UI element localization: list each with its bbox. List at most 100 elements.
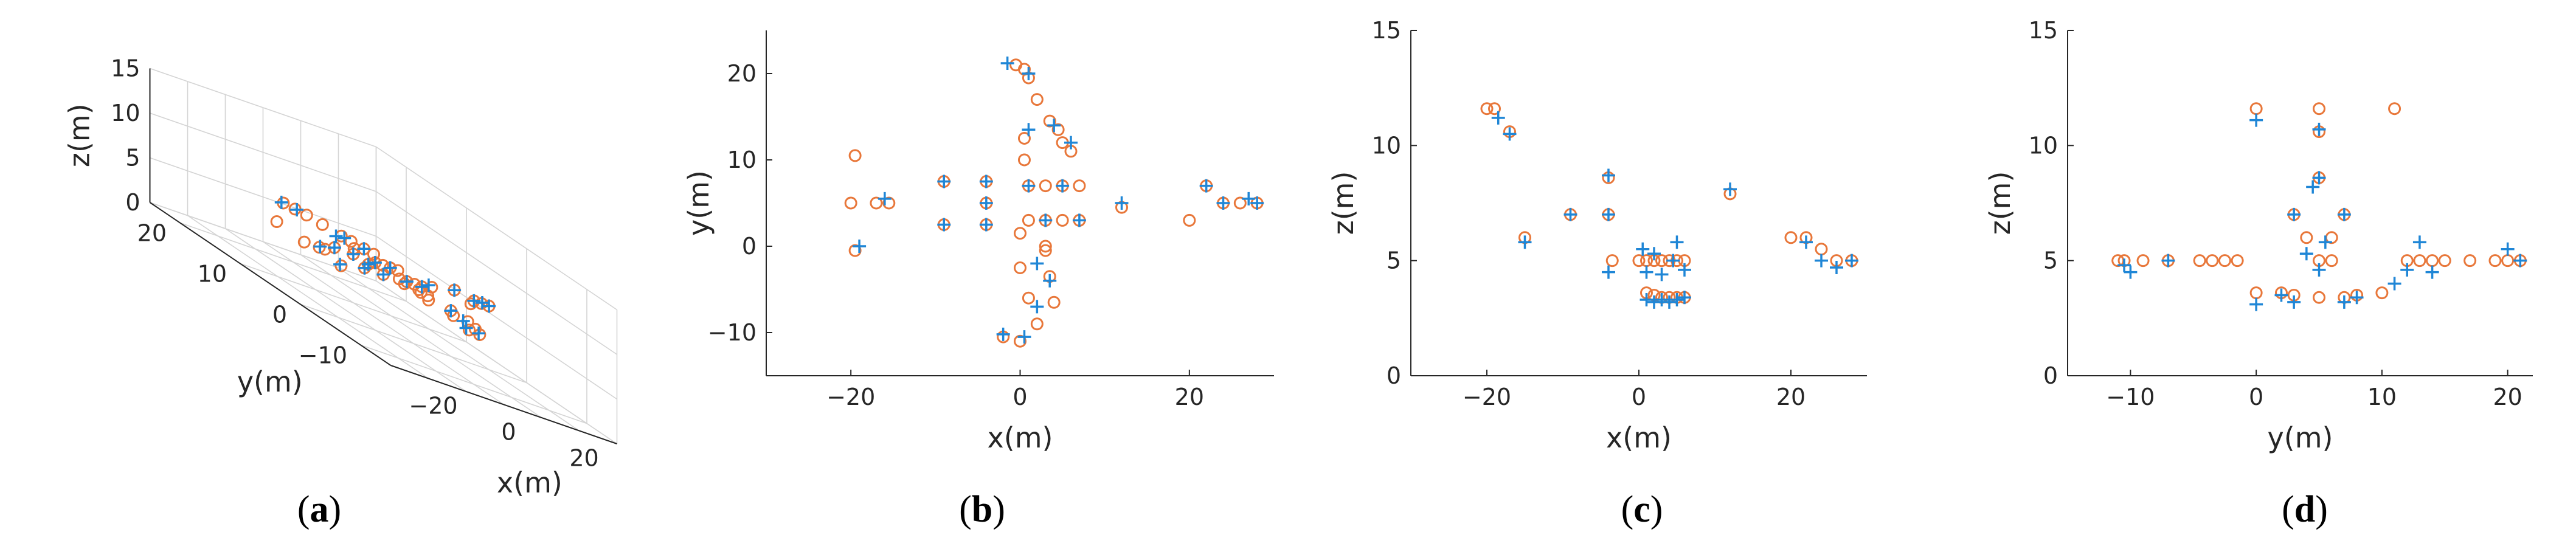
reference-point [2193, 254, 2206, 268]
x-tick-label: 20 [1776, 384, 1806, 410]
wall-grid-line [150, 112, 376, 192]
reference-point [2426, 254, 2439, 268]
estimate-point [1000, 56, 1014, 70]
reference-point [1030, 93, 1044, 106]
reference-point [270, 215, 283, 229]
estimate-point [1666, 254, 1680, 268]
estimate-point [1799, 235, 1813, 249]
estimate-point [1115, 196, 1129, 210]
reference-point [1047, 295, 1061, 309]
panel-b-xy-scatter: −20 0 20 −10 0 10 20 x(m) y(m) (b) [682, 30, 1274, 530]
reference-point [1051, 123, 1065, 136]
estimate-point [1047, 119, 1061, 133]
wall-grid-line [150, 67, 376, 148]
estimate-point [475, 296, 489, 309]
reference-point [412, 283, 426, 297]
y-tick-label: −10 [299, 342, 347, 369]
estimate-point [1199, 179, 1213, 193]
y-tick-label: 10 [1372, 132, 1401, 159]
y-tick-label: 0 [742, 233, 757, 260]
z-tick-label: 5 [125, 145, 140, 171]
estimate-point [979, 196, 993, 210]
estimate-point [1022, 179, 1036, 193]
x-tick-label: −20 [826, 384, 875, 410]
estimate-point [878, 192, 892, 205]
z-tick-label: 15 [111, 55, 140, 82]
estimate-point [1647, 247, 1661, 261]
estimate-point [383, 261, 397, 275]
reference-point [882, 196, 896, 210]
reference-point [297, 235, 311, 249]
estimate-point [1518, 235, 1532, 249]
estimate-point [2299, 247, 2313, 261]
estimate-point [2318, 235, 2332, 249]
estimate-point [357, 242, 371, 256]
estimate-point [2425, 265, 2439, 279]
estimate-point [1670, 293, 1684, 307]
reference-point [398, 277, 411, 291]
reference-point [1039, 244, 1052, 257]
caption-a: (a) [297, 489, 341, 530]
estimate-point [1723, 182, 1737, 196]
reference-point [1017, 153, 1031, 167]
y-axis-label: z(m) [1984, 171, 2017, 235]
reference-point [1605, 254, 1619, 268]
reference-point [844, 196, 857, 210]
x-tick-label: 20 [1175, 384, 1204, 410]
estimate-point [937, 218, 951, 232]
estimate-point [2337, 295, 2351, 309]
reference-point [848, 149, 862, 162]
estimate-point [1039, 213, 1053, 227]
estimate-point [1602, 265, 1615, 279]
floor-grid-line [300, 303, 527, 384]
reference-point [1039, 179, 1052, 193]
reference-point [1043, 114, 1056, 128]
estimate-point [2387, 277, 2401, 291]
y-tick-label: 20 [727, 60, 757, 87]
x-tick-label: 0 [1013, 384, 1027, 410]
estimate-point [1678, 291, 1691, 305]
estimate-point [444, 304, 458, 318]
reference-point [1056, 213, 1069, 227]
estimate-point [2312, 171, 2326, 185]
reference-point [2231, 254, 2244, 268]
estimate-point [1072, 213, 1086, 227]
estimate-point [346, 247, 360, 261]
reference-point [367, 247, 380, 261]
y-tick-label: 0 [2043, 362, 2058, 389]
estimate-point [2249, 113, 2263, 127]
x-tick-label: 20 [2493, 384, 2522, 410]
y-tick-label: 10 [198, 261, 227, 288]
z-tick-label: 10 [111, 100, 140, 126]
estimate-point [1216, 196, 1230, 210]
reference-point [1480, 102, 1494, 116]
reference-point [1632, 254, 1646, 268]
reference-point [2375, 286, 2389, 300]
estimate-point [2287, 207, 2301, 221]
reference-point [463, 323, 476, 337]
y-axis-label: z(m) [1327, 171, 1360, 235]
estimate-point [448, 283, 462, 297]
reference-point [2325, 254, 2338, 268]
x-axis-label: y(m) [2268, 421, 2333, 454]
y-tick-label: 15 [1372, 17, 1401, 44]
reference-point [2501, 254, 2515, 268]
estimate-point [1670, 235, 1684, 249]
estimate-point [338, 231, 351, 245]
x-tick-label: 0 [501, 419, 516, 446]
estimate-point [1602, 168, 1615, 182]
estimate-point [1639, 293, 1653, 307]
floor-grid-line [300, 254, 542, 418]
estimate-point [333, 257, 347, 271]
reference-point [2206, 254, 2219, 268]
estimate-point [1056, 179, 1070, 193]
estimate-point [2350, 291, 2364, 305]
caption-c: (c) [1621, 489, 1663, 530]
estimate-point [2287, 295, 2301, 309]
reference-point [2463, 254, 2477, 268]
estimate-point [979, 218, 993, 232]
reference-point [2488, 254, 2502, 268]
x-tick-label: −20 [409, 393, 457, 420]
reference-point [334, 259, 348, 272]
estimate-point [2274, 288, 2288, 302]
